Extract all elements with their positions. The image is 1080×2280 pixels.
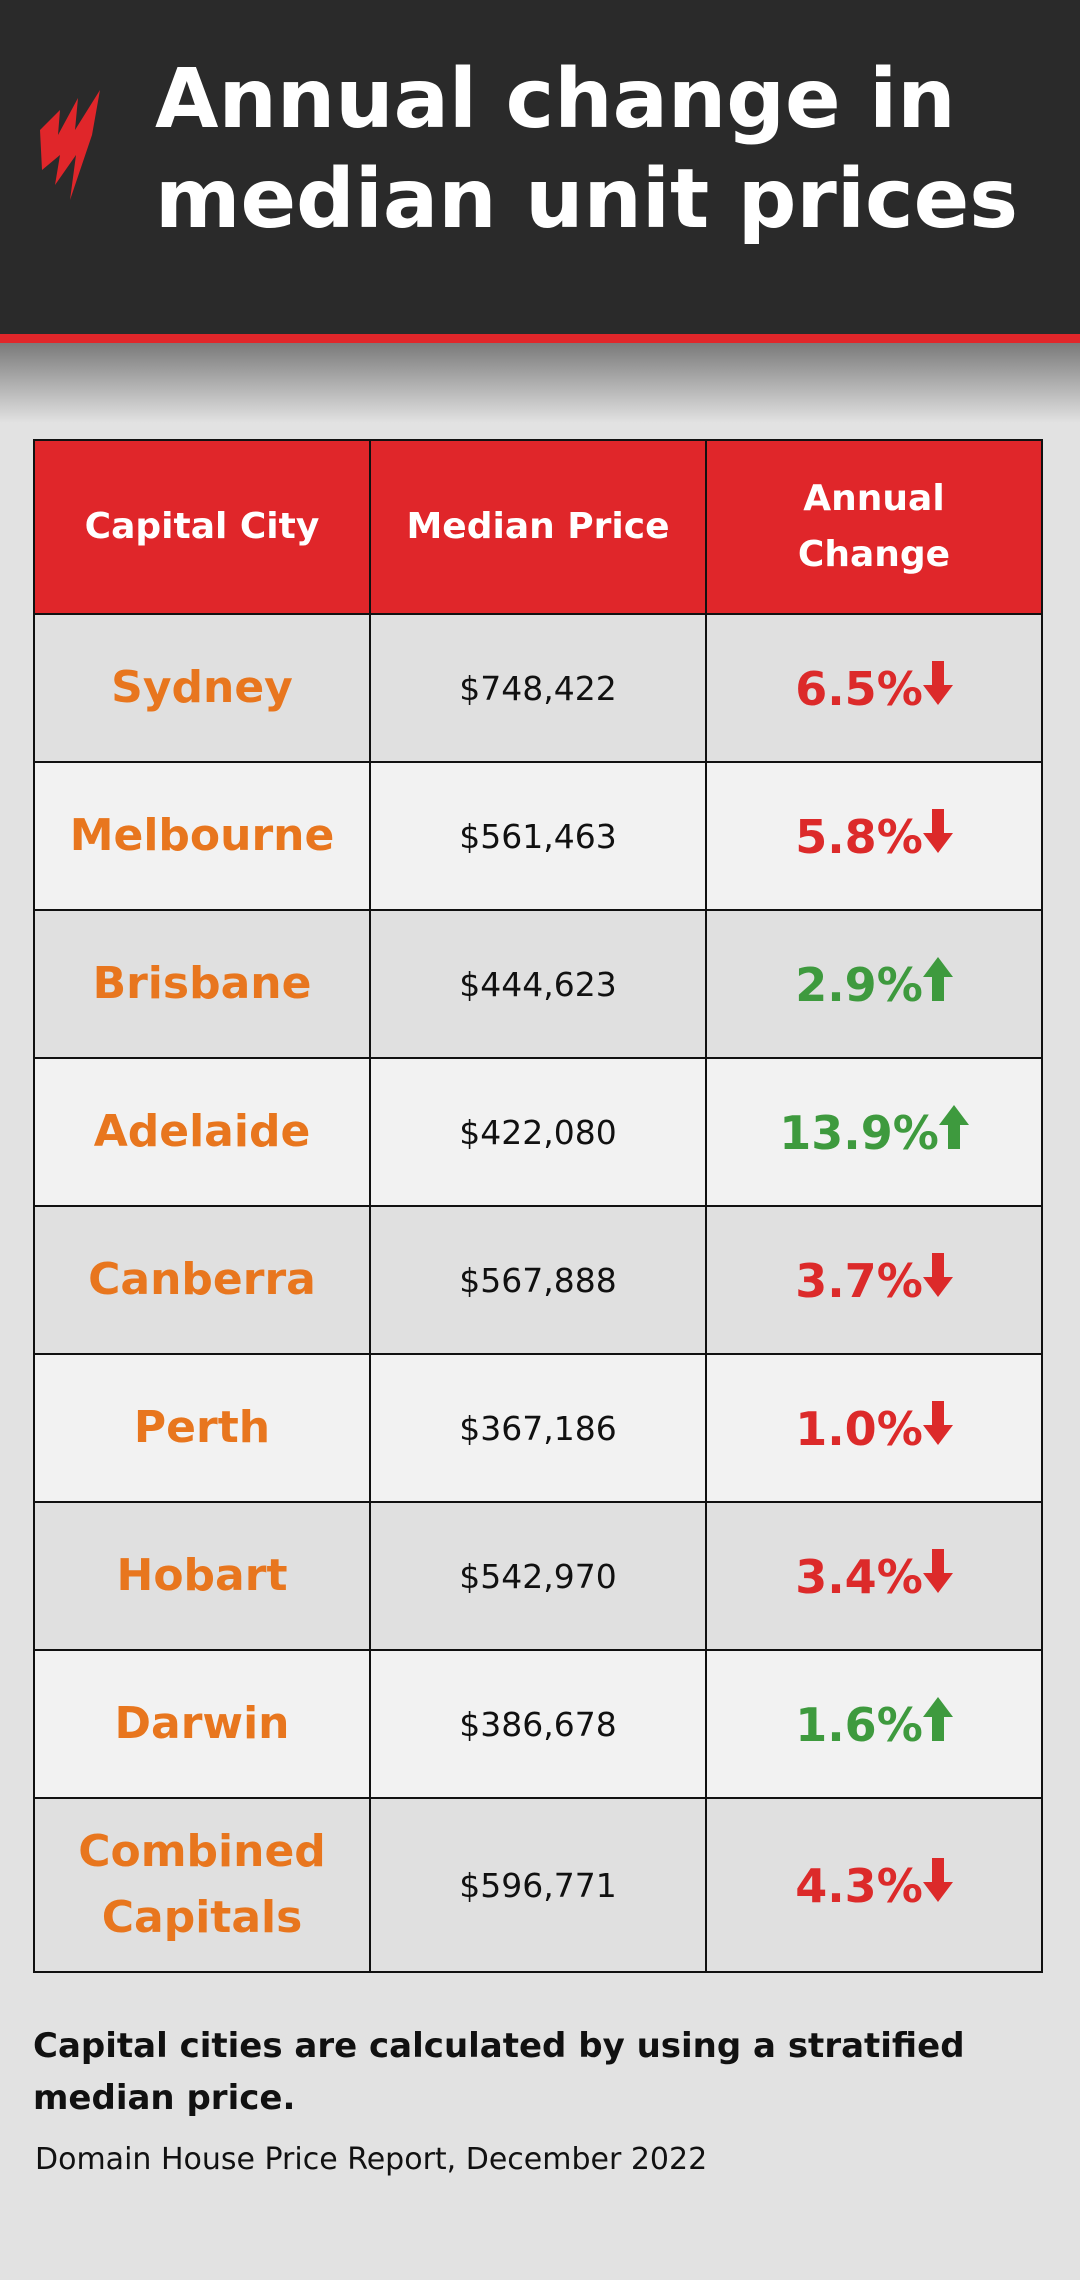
city: Brisbane <box>92 958 312 1009</box>
change: 6.5% <box>795 661 923 716</box>
header-row: Capital City Median Price Annual Change <box>33 439 1043 615</box>
table-row: Perth $367,186 1.0% <box>33 1353 1043 1503</box>
table-row: Hobart $542,970 3.4% <box>33 1501 1043 1651</box>
city: Canberra <box>88 1254 316 1305</box>
price: $422,080 <box>459 1112 617 1152</box>
city-cell: Combined Capitals <box>33 1797 371 1973</box>
title-line: median unit prices <box>155 152 1019 247</box>
change: 2.9% <box>795 957 923 1012</box>
price-cell: $422,080 <box>369 1057 707 1207</box>
change-cell: 1.0% <box>705 1353 1043 1503</box>
source: Domain House Price Report, December 2022 <box>35 2142 708 2177</box>
city-cell: Canberra <box>33 1205 371 1355</box>
change-cell: 13.9% <box>705 1057 1043 1207</box>
price: $367,186 <box>459 1408 617 1448</box>
city-cell: Hobart <box>33 1501 371 1651</box>
column-header: Annual Change <box>705 439 1043 615</box>
price: $542,970 <box>459 1556 617 1596</box>
price: $386,678 <box>459 1704 617 1744</box>
table-row: Brisbane $444,623 2.9% <box>33 909 1043 1059</box>
price: $561,463 <box>459 816 617 856</box>
table-row: Sydney $748,422 6.5% <box>33 613 1043 763</box>
change: 13.9% <box>779 1105 939 1160</box>
trend-arrow <box>922 1548 953 1593</box>
city: Melbourne <box>69 810 335 861</box>
trend-arrow <box>922 1857 953 1902</box>
city-cell: Melbourne <box>33 761 371 911</box>
column-header: Capital City <box>33 439 371 615</box>
change: 4.3% <box>795 1858 923 1913</box>
title-line: Annual change in <box>155 52 956 147</box>
price: $748,422 <box>459 668 617 708</box>
trend-arrow <box>922 1252 953 1297</box>
change-cell: 2.9% <box>705 909 1043 1059</box>
trend-arrow <box>922 808 953 853</box>
change-cell: 5.8% <box>705 761 1043 911</box>
price: $444,623 <box>459 964 617 1004</box>
price-cell: $561,463 <box>369 761 707 911</box>
city: Darwin <box>114 1698 290 1749</box>
table-row: Darwin $386,678 1.6% <box>33 1649 1043 1799</box>
trend-arrow <box>938 1104 969 1149</box>
logo <box>40 90 100 200</box>
price-cell: $386,678 <box>369 1649 707 1799</box>
table-body: Sydney $748,422 6.5% Melbourne $561,463 5.8% B… <box>33 613 1043 1973</box>
price-cell: $748,422 <box>369 613 707 763</box>
column-header: Median Price <box>369 439 707 615</box>
city: Hobart <box>116 1550 288 1601</box>
table-row: Melbourne $561,463 5.8% <box>33 761 1043 911</box>
change-cell: 3.7% <box>705 1205 1043 1355</box>
city-cell: Adelaide <box>33 1057 371 1207</box>
city: Adelaide <box>93 1106 311 1157</box>
change: 3.4% <box>795 1549 923 1604</box>
table-row: Canberra $567,888 3.7% <box>33 1205 1043 1355</box>
city-cell: Perth <box>33 1353 371 1503</box>
table-row: Adelaide $422,080 13.9% <box>33 1057 1043 1207</box>
price-cell: $567,888 <box>369 1205 707 1355</box>
city: Combined Capitals <box>78 1826 326 1943</box>
city-cell: Sydney <box>33 613 371 763</box>
price-cell: $542,970 <box>369 1501 707 1651</box>
change: 1.6% <box>795 1697 923 1752</box>
trend-arrow <box>922 956 953 1001</box>
city-cell: Brisbane <box>33 909 371 1059</box>
table-row: Combined Capitals $596,771 4.3% <box>33 1797 1043 1973</box>
change-cell: 4.3% <box>705 1797 1043 1973</box>
price: $596,771 <box>459 1865 617 1905</box>
change-cell: 3.4% <box>705 1501 1043 1651</box>
footnote: Capital cities are calculated by using a… <box>33 2026 965 2118</box>
city: Perth <box>133 1402 271 1453</box>
price-table: Capital City Median Price Annual Change S… <box>33 439 1043 1973</box>
city: Sydney <box>111 662 293 713</box>
price-cell: $444,623 <box>369 909 707 1059</box>
trend-arrow <box>922 1696 953 1741</box>
header: Annual change in median unit prices <box>0 0 1080 343</box>
column-header-line: Annual <box>803 478 945 519</box>
trend-arrow <box>922 1400 953 1445</box>
change-cell: 6.5% <box>705 613 1043 763</box>
change-cell: 1.6% <box>705 1649 1043 1799</box>
price: $567,888 <box>459 1260 617 1300</box>
title: Annual change in median unit prices <box>155 50 1018 250</box>
price-cell: $367,186 <box>369 1353 707 1503</box>
trend-arrow <box>922 660 953 705</box>
column-header-line: Change <box>797 534 951 575</box>
price-cell: $596,771 <box>369 1797 707 1973</box>
change: 1.0% <box>795 1401 923 1456</box>
change: 5.8% <box>795 809 923 864</box>
header-shadow <box>0 343 1080 423</box>
change: 3.7% <box>795 1253 923 1308</box>
city-cell: Darwin <box>33 1649 371 1799</box>
